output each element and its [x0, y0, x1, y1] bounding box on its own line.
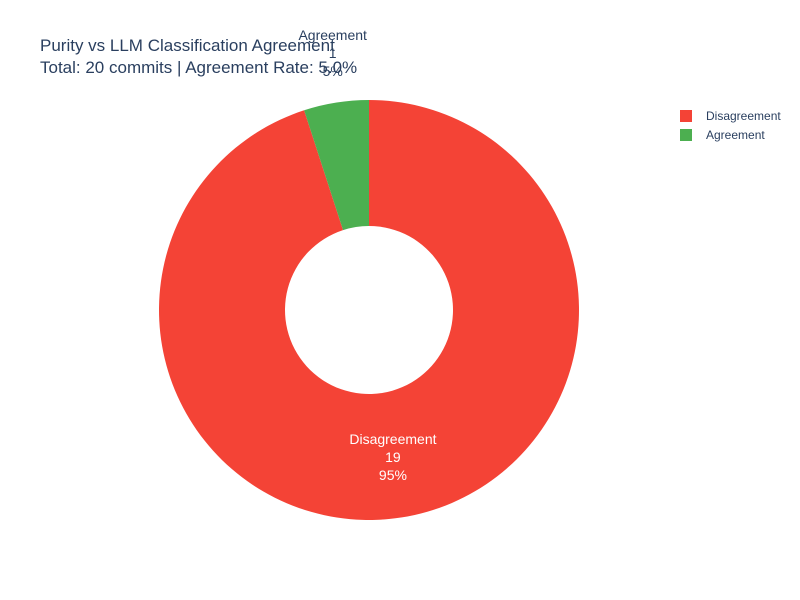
slice-disagreement[interactable]	[159, 100, 580, 520]
chart-title-block: Purity vs LLM Classification Agreement T…	[40, 35, 357, 79]
chart-title: Purity vs LLM Classification Agreement	[40, 36, 335, 55]
chart-subtitle: Total: 20 commits | Agreement Rate: 5.0%	[40, 58, 358, 77]
slice-labels: Disagreement 19 95% Agreement 1 5%	[298, 27, 436, 483]
slice-value-agreement: 1	[329, 45, 337, 61]
slice-label-agreement: Agreement	[298, 27, 367, 43]
slice-label-disagreement: Disagreement	[349, 431, 436, 447]
legend-item-agreement[interactable]: Agreement	[680, 125, 781, 144]
slice-agreement[interactable]	[304, 100, 369, 231]
legend-swatch-agreement	[680, 128, 692, 141]
legend: Disagreement Agreement	[680, 106, 781, 144]
legend-item-disagreement[interactable]: Disagreement	[680, 106, 781, 125]
slice-percent-disagreement: 95%	[379, 467, 407, 483]
legend-label-agreement: Agreement	[706, 127, 765, 142]
donut-slices	[159, 100, 580, 520]
slice-value-disagreement: 19	[385, 449, 401, 465]
legend-label-disagreement: Disagreement	[706, 108, 781, 123]
legend-swatch-disagreement	[680, 109, 692, 122]
slice-percent-agreement: 5%	[323, 63, 343, 79]
